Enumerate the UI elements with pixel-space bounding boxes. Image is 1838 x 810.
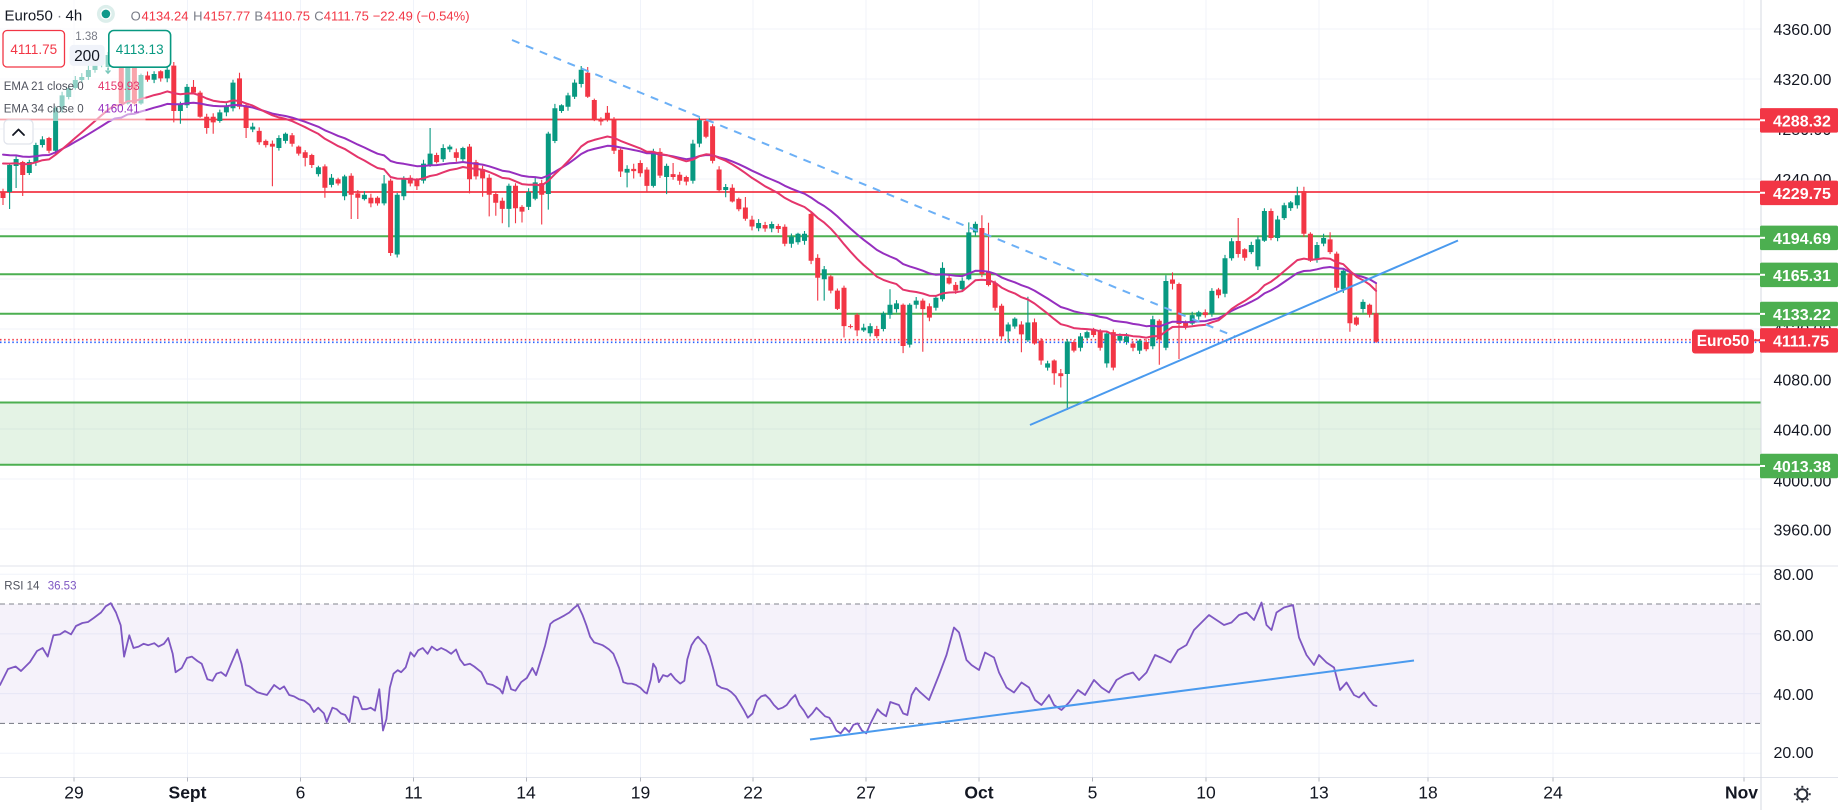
svg-text:Oct: Oct	[964, 783, 993, 803]
svg-text:Euro50: Euro50	[1697, 333, 1750, 350]
svg-text:4229.75: 4229.75	[1773, 186, 1831, 203]
svg-text:4113.13: 4113.13	[116, 42, 164, 57]
svg-text:4040.00: 4040.00	[1774, 423, 1832, 440]
svg-text:20.00: 20.00	[1774, 745, 1814, 762]
svg-text:EMA 34 close 0: EMA 34 close 0	[4, 104, 84, 116]
svg-text:40.00: 40.00	[1774, 687, 1814, 704]
svg-text:60.00: 60.00	[1774, 628, 1814, 645]
svg-text:4157.77: 4157.77	[203, 8, 250, 23]
svg-text:10: 10	[1196, 783, 1216, 803]
svg-text:13: 13	[1309, 783, 1328, 803]
svg-text:19: 19	[631, 783, 650, 803]
svg-text:14: 14	[516, 783, 536, 803]
svg-text:4h: 4h	[66, 8, 83, 25]
svg-text:3960.00: 3960.00	[1774, 523, 1832, 540]
svg-text:11: 11	[404, 783, 422, 803]
svg-text:O: O	[131, 8, 141, 23]
svg-text:4111.75: 4111.75	[1773, 333, 1829, 350]
svg-text:Sept: Sept	[169, 783, 207, 803]
svg-text:24: 24	[1543, 783, 1563, 803]
svg-text:4159.93: 4159.93	[98, 81, 140, 93]
svg-text:22: 22	[743, 783, 762, 803]
svg-text:Euro50: Euro50	[5, 8, 53, 25]
svg-text:27: 27	[856, 783, 875, 803]
svg-text:4013.38: 4013.38	[1773, 459, 1831, 476]
svg-text:Nov: Nov	[1725, 783, 1758, 803]
svg-text:RSI 14: RSI 14	[4, 581, 40, 593]
svg-text:4320.00: 4320.00	[1774, 72, 1832, 89]
svg-text:−22.49 (−0.54%): −22.49 (−0.54%)	[373, 8, 470, 23]
svg-text:80.00: 80.00	[1774, 567, 1814, 584]
svg-text:200: 200	[74, 48, 100, 65]
svg-text:4194.69: 4194.69	[1773, 231, 1831, 248]
svg-text:6: 6	[296, 783, 306, 803]
svg-text:B: B	[254, 8, 263, 23]
svg-text:29: 29	[64, 783, 83, 803]
svg-text:5: 5	[1088, 783, 1098, 803]
svg-text:4133.22: 4133.22	[1773, 307, 1831, 324]
svg-text:4080.00: 4080.00	[1774, 373, 1832, 390]
svg-text:4360.00: 4360.00	[1774, 22, 1832, 39]
svg-text:4110.75: 4110.75	[264, 8, 310, 23]
svg-text:4160.41: 4160.41	[98, 104, 140, 116]
svg-text:4111.75: 4111.75	[10, 42, 57, 57]
svg-text:4111.75: 4111.75	[324, 8, 369, 23]
svg-text:4288.32: 4288.32	[1773, 113, 1831, 130]
svg-text:EMA 21 close 0: EMA 21 close 0	[4, 81, 84, 93]
svg-text:36.53: 36.53	[48, 581, 77, 593]
svg-text:C: C	[314, 8, 323, 23]
svg-text:·: ·	[57, 8, 62, 25]
svg-text:1.38: 1.38	[75, 31, 97, 43]
svg-text:4134.24: 4134.24	[142, 8, 189, 23]
svg-text:4165.31: 4165.31	[1773, 268, 1831, 285]
svg-text:18: 18	[1418, 783, 1437, 803]
svg-text:H: H	[193, 8, 202, 23]
